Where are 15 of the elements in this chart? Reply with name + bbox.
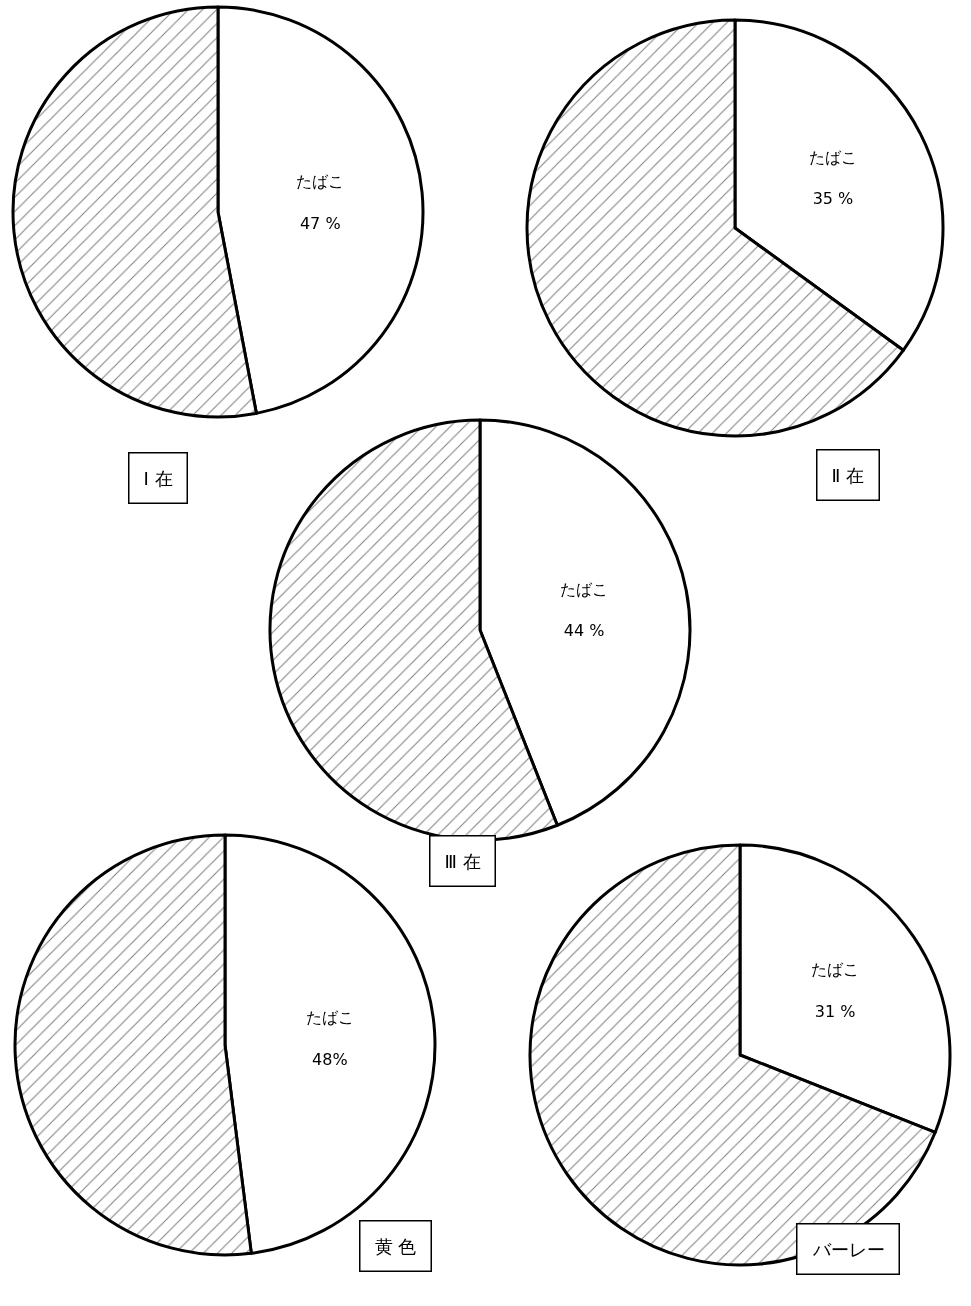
slice-label: たばこ (560, 579, 609, 599)
slice-label: たばこ (296, 172, 345, 192)
data-label: 48% (312, 1049, 348, 1069)
text: バーレー (811, 1238, 885, 1260)
slice-label: たばこ (811, 960, 860, 980)
data-label: 35 % (812, 189, 854, 209)
data-label: 31 % (814, 1001, 856, 1021)
text: Ⅲ 在 (444, 850, 481, 872)
data-label: 47 % (299, 213, 341, 233)
data-label: 44 % (563, 621, 605, 641)
slice-label: たばこ (809, 147, 858, 167)
text: Ⅰ 在 (143, 467, 173, 489)
slice-label: たばこ (305, 1008, 354, 1028)
text: Ⅱ 在 (831, 464, 865, 486)
text: 黄 色 (374, 1235, 417, 1257)
